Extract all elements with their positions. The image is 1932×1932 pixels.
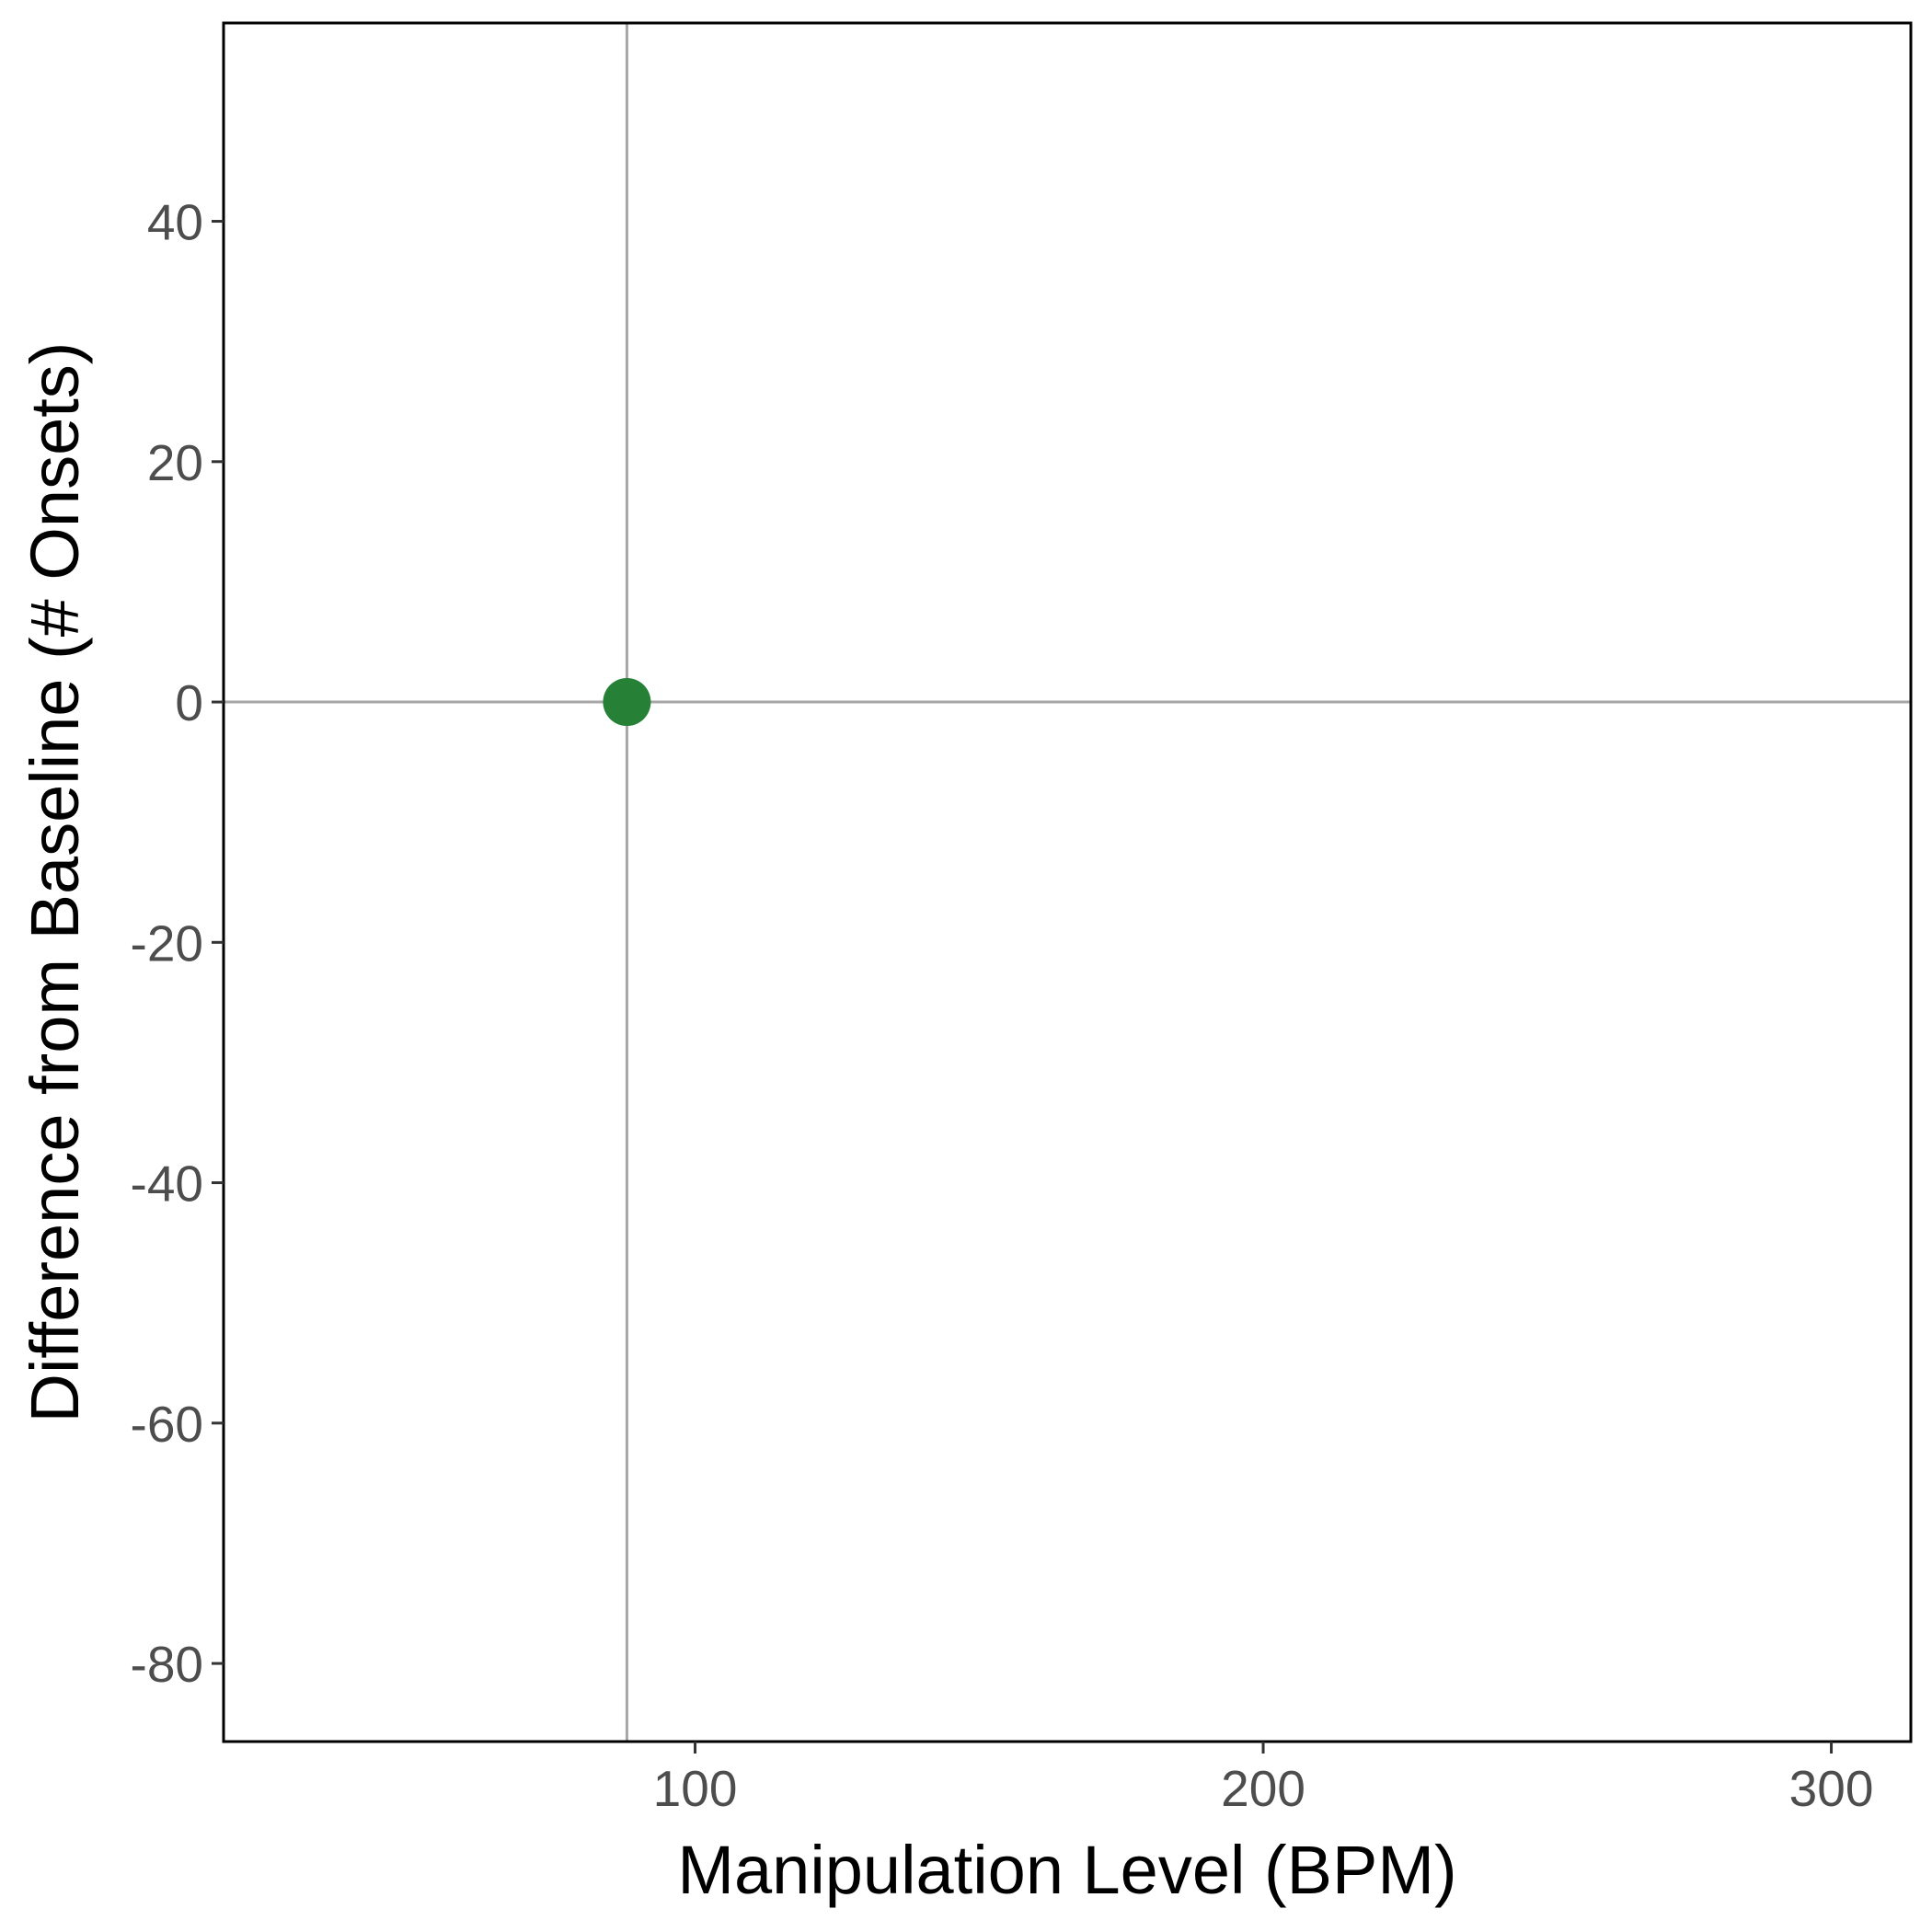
- x-axis-ticks: 100 200 300: [653, 1742, 1874, 1817]
- x-axis-title: Manipulation Level (BPM): [677, 1832, 1456, 1908]
- y-tick-label: -80: [131, 1636, 204, 1693]
- y-tick-label: -60: [131, 1396, 204, 1453]
- y-tick-label: 0: [175, 674, 203, 731]
- y-axis-title: Difference from Baseline (# Onsets): [17, 342, 93, 1423]
- y-axis-ticks: -80 -60 -40 -20 0 20 40: [131, 194, 224, 1693]
- reference-lines: [224, 23, 1911, 1742]
- x-tick-label: 300: [1789, 1760, 1874, 1817]
- y-tick-label: 40: [147, 194, 203, 251]
- data-points: [603, 678, 651, 727]
- y-tick-label: -40: [131, 1156, 204, 1213]
- x-tick-label: 200: [1221, 1760, 1305, 1817]
- plot-frame: [222, 21, 1913, 1743]
- data-point: [603, 678, 651, 727]
- x-tick-label: 100: [653, 1760, 738, 1817]
- y-tick-label: -20: [131, 914, 204, 972]
- y-tick-label: 20: [147, 434, 203, 491]
